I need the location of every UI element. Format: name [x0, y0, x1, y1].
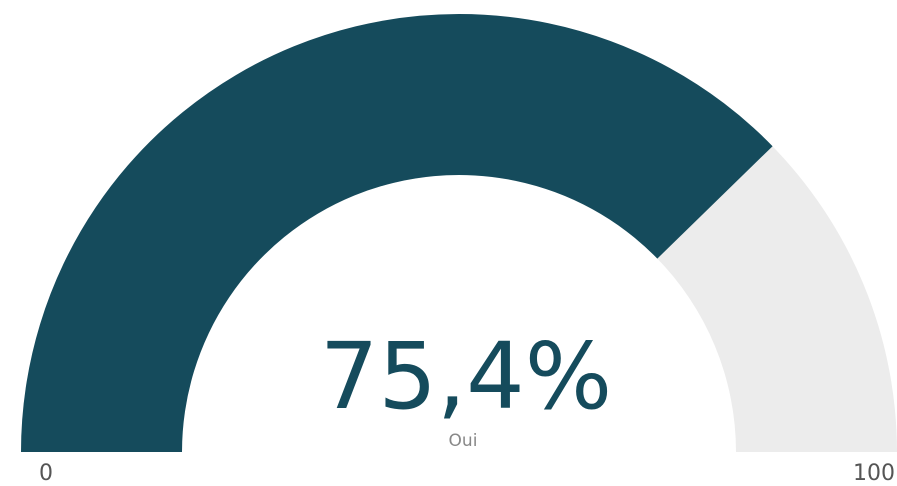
max-label: 100	[853, 461, 895, 486]
gauge-value-arc	[21, 14, 773, 452]
gauge-label: Oui	[449, 431, 478, 451]
min-label: 0	[39, 461, 53, 486]
gauge-value-label: 75,4%	[320, 323, 612, 430]
gauge	[21, 14, 897, 452]
